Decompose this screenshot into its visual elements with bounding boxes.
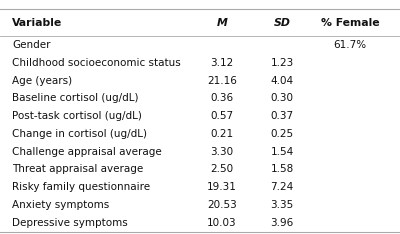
Text: 0.21: 0.21 <box>210 129 234 139</box>
Text: 3.35: 3.35 <box>270 200 294 210</box>
Text: Threat appraisal average: Threat appraisal average <box>12 165 143 175</box>
Text: 3.96: 3.96 <box>270 218 294 228</box>
Text: Anxiety symptoms: Anxiety symptoms <box>12 200 109 210</box>
Text: Age (years): Age (years) <box>12 76 72 86</box>
Text: 4.04: 4.04 <box>270 76 294 86</box>
Text: 3.12: 3.12 <box>210 58 234 68</box>
Text: Gender: Gender <box>12 40 50 50</box>
Text: 7.24: 7.24 <box>270 182 294 192</box>
Text: Childhood socioeconomic status: Childhood socioeconomic status <box>12 58 181 68</box>
Text: 10.03: 10.03 <box>207 218 237 228</box>
Text: 3.30: 3.30 <box>210 147 234 157</box>
Text: 1.54: 1.54 <box>270 147 294 157</box>
Text: Change in cortisol (ug/dL): Change in cortisol (ug/dL) <box>12 129 147 139</box>
Text: 0.36: 0.36 <box>210 93 234 103</box>
Text: 1.23: 1.23 <box>270 58 294 68</box>
Text: 2.50: 2.50 <box>210 165 234 175</box>
Text: 21.16: 21.16 <box>207 76 237 86</box>
Text: Post-task cortisol (ug/dL): Post-task cortisol (ug/dL) <box>12 111 142 121</box>
Text: SD: SD <box>274 18 290 28</box>
Text: 1.58: 1.58 <box>270 165 294 175</box>
Text: 19.31: 19.31 <box>207 182 237 192</box>
Text: 0.57: 0.57 <box>210 111 234 121</box>
Text: M: M <box>216 18 228 28</box>
Text: Risky family questionnaire: Risky family questionnaire <box>12 182 150 192</box>
Text: 0.25: 0.25 <box>270 129 294 139</box>
Text: Variable: Variable <box>12 18 62 28</box>
Text: Depressive symptoms: Depressive symptoms <box>12 218 128 228</box>
Text: 20.53: 20.53 <box>207 200 237 210</box>
Text: Challenge appraisal average: Challenge appraisal average <box>12 147 162 157</box>
Text: 0.37: 0.37 <box>270 111 294 121</box>
Text: Baseline cortisol (ug/dL): Baseline cortisol (ug/dL) <box>12 93 138 103</box>
Text: 61.7%: 61.7% <box>334 40 366 50</box>
Text: % Female: % Female <box>321 18 379 28</box>
Text: 0.30: 0.30 <box>270 93 294 103</box>
